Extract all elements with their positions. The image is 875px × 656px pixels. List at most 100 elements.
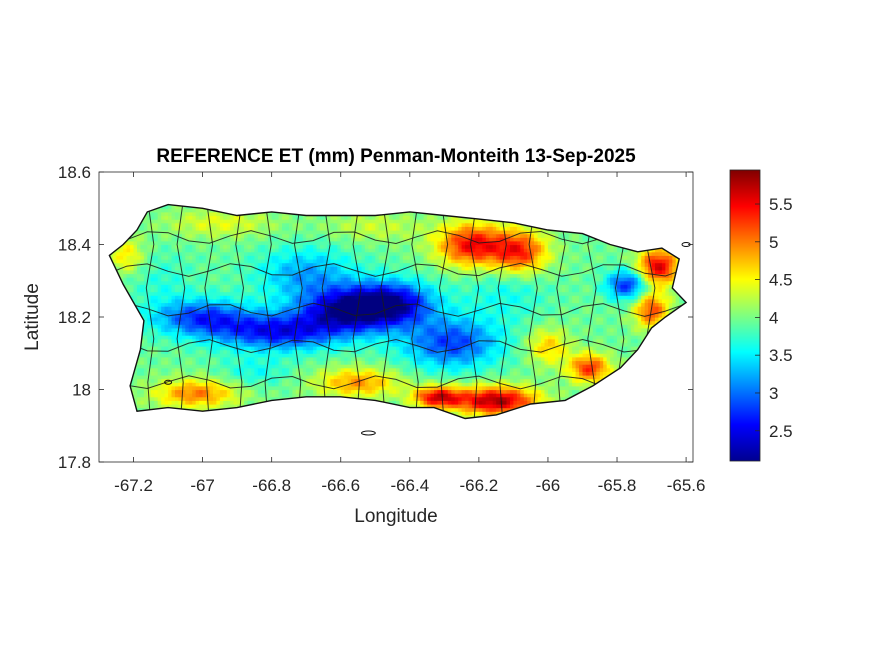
et-cell <box>240 226 245 231</box>
et-cell <box>133 371 138 376</box>
et-cell <box>292 317 297 322</box>
et-cell <box>202 233 207 238</box>
et-cell <box>247 295 252 300</box>
et-cell <box>292 360 297 365</box>
et-cell <box>233 295 238 300</box>
et-cell <box>130 251 135 256</box>
et-cell <box>126 288 131 293</box>
et-cell <box>178 389 183 394</box>
et-cell <box>192 396 197 401</box>
et-cell <box>192 313 197 318</box>
et-cell <box>247 226 252 231</box>
et-cell <box>333 349 338 354</box>
et-cell <box>226 342 231 347</box>
et-cell <box>302 255 307 260</box>
et-cell <box>361 335 366 340</box>
et-cell <box>171 356 176 362</box>
et-cell <box>133 280 138 285</box>
et-cell <box>254 331 259 336</box>
et-cell <box>244 382 249 387</box>
et-cell <box>313 280 318 285</box>
et-cell <box>275 248 280 253</box>
et-cell <box>333 309 338 314</box>
et-cell <box>168 226 173 231</box>
et-cell <box>275 313 280 318</box>
et-cell <box>181 320 186 325</box>
et-cell <box>323 237 328 242</box>
et-cell <box>219 400 224 405</box>
et-cell <box>275 302 280 307</box>
et-cell <box>295 226 300 231</box>
et-cell <box>161 288 166 293</box>
et-cell <box>309 335 314 340</box>
et-cell <box>354 382 359 387</box>
et-cell <box>171 367 176 372</box>
et-cell <box>112 251 117 256</box>
et-cell <box>326 240 331 246</box>
et-cell <box>358 338 363 343</box>
et-cell <box>175 211 180 217</box>
et-cell <box>320 360 325 365</box>
et-cell <box>216 226 221 231</box>
et-cell <box>278 353 283 358</box>
et-cell <box>313 324 318 329</box>
et-cell <box>309 349 314 354</box>
et-cell <box>188 306 193 311</box>
et-cell <box>168 396 173 401</box>
et-cell <box>368 335 373 340</box>
et-cell <box>161 298 166 304</box>
et-cell <box>168 266 173 271</box>
et-cell <box>137 233 142 238</box>
et-cell <box>226 298 231 304</box>
et-cell <box>316 367 321 372</box>
et-cell <box>326 317 331 322</box>
et-cell <box>282 284 287 289</box>
et-cell <box>264 215 269 220</box>
et-cell <box>264 356 269 362</box>
et-cell <box>247 317 252 322</box>
et-cell <box>216 262 221 267</box>
et-cell <box>251 222 256 227</box>
et-cell <box>133 396 138 401</box>
et-cell <box>168 244 173 249</box>
et-cell <box>354 266 359 271</box>
et-cell <box>168 291 173 296</box>
et-cell <box>264 342 269 347</box>
et-cell <box>168 251 173 256</box>
et-cell <box>340 349 345 354</box>
et-cell <box>150 393 155 398</box>
et-cell <box>185 360 190 365</box>
et-cell <box>275 295 280 300</box>
et-cell <box>364 222 369 227</box>
et-cell <box>230 226 235 231</box>
et-cell <box>306 240 311 246</box>
et-cell <box>168 385 173 391</box>
et-cell <box>168 306 173 311</box>
et-cell <box>340 364 345 369</box>
et-cell <box>257 360 262 365</box>
et-cell <box>161 262 166 267</box>
et-cell <box>295 331 300 336</box>
et-cell <box>278 371 283 376</box>
et-cell <box>251 400 256 405</box>
et-cell <box>347 346 352 351</box>
et-cell <box>361 327 366 333</box>
et-cell <box>150 302 155 307</box>
et-cell <box>240 371 245 376</box>
et-cell <box>199 324 204 329</box>
et-cell <box>326 222 331 227</box>
et-cell <box>237 255 242 260</box>
et-cell <box>333 364 338 369</box>
et-cell <box>309 230 314 235</box>
et-cell <box>244 215 249 220</box>
et-cell <box>181 356 186 362</box>
et-cell <box>351 219 356 224</box>
et-cell <box>171 280 176 285</box>
et-cell <box>233 324 238 329</box>
et-cell <box>271 360 276 365</box>
et-cell <box>361 259 366 264</box>
et-cell <box>130 269 135 275</box>
et-cell <box>375 396 380 401</box>
et-cell <box>347 280 352 285</box>
et-cell <box>340 251 345 256</box>
